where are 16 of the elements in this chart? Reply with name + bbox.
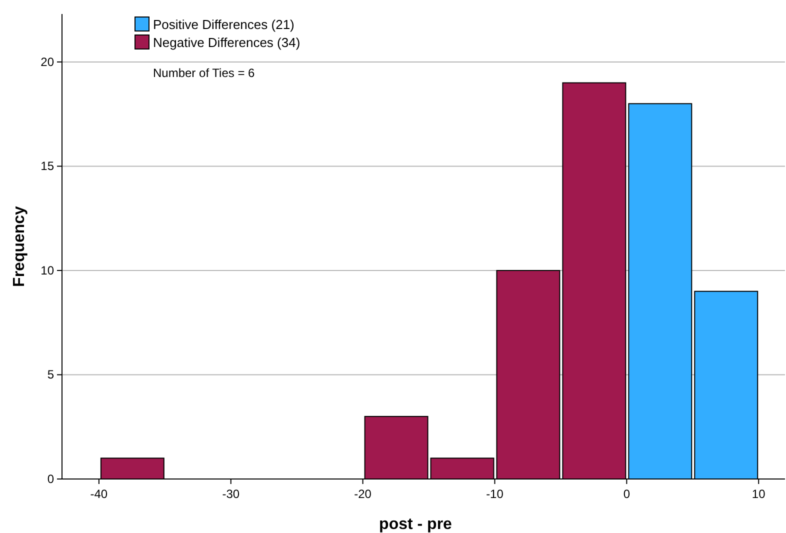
x-tick-label: 10 <box>752 487 766 501</box>
x-tick-label: 0 <box>623 487 630 501</box>
y-tick-label: 0 <box>47 472 54 486</box>
x-axis-title: post - pre <box>379 516 452 533</box>
y-axis-title: Frequency <box>11 206 28 287</box>
annotation: Number of Ties = 6 <box>153 66 256 80</box>
y-tick-label: 15 <box>40 159 54 174</box>
x-tick-label: -40 <box>90 487 108 501</box>
legend-label: Positive Differences (21) <box>153 17 294 32</box>
legend-label: Negative Differences (34) <box>153 35 300 50</box>
x-tick-label: -10 <box>486 487 504 501</box>
y-tick-label: 5 <box>47 368 54 382</box>
y-tick-label: 10 <box>40 263 54 278</box>
y-tick-label: 20 <box>40 54 54 69</box>
x-tick-label: -20 <box>354 487 372 501</box>
x-tick-label: -30 <box>222 487 240 501</box>
